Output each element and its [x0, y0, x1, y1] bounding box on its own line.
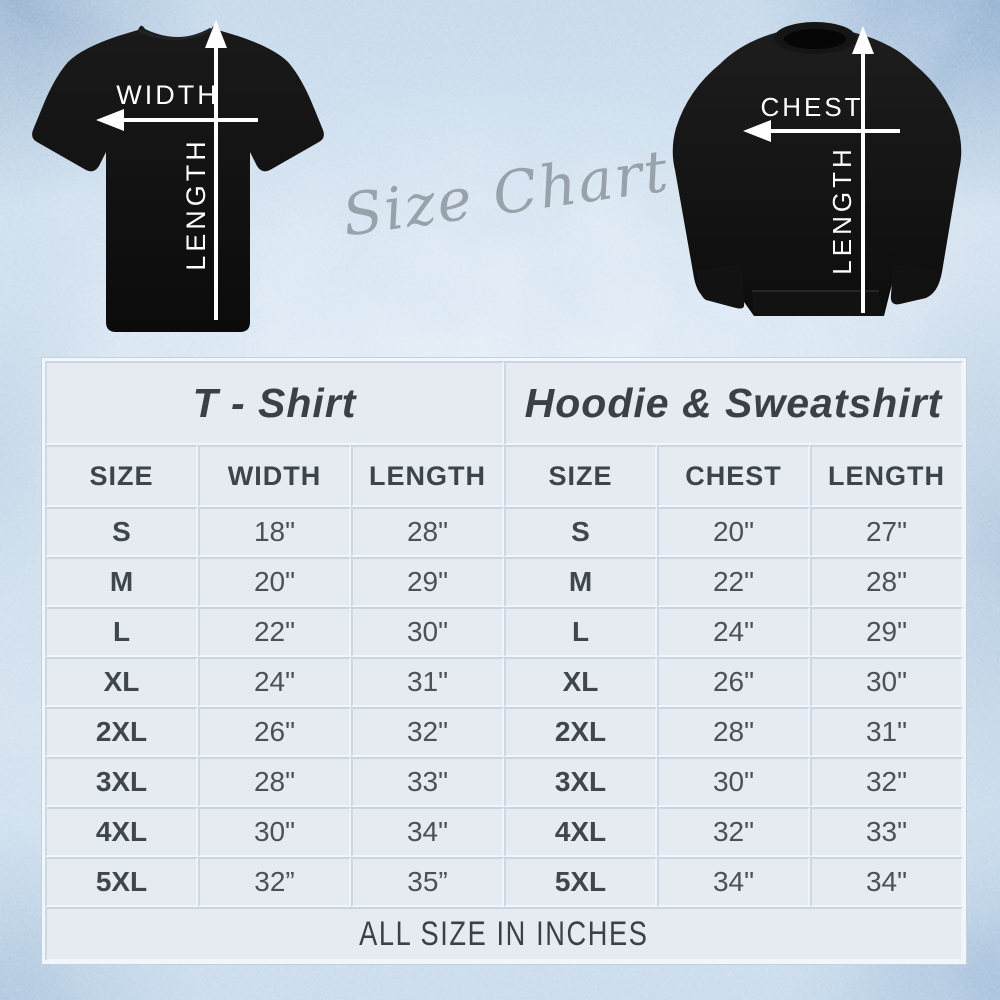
width-arrowhead — [96, 109, 124, 131]
sweatshirt-cuff-right — [890, 264, 939, 305]
sweatshirt-cuff-left — [696, 264, 745, 309]
hoodie-length-cell: 32" — [810, 757, 963, 807]
tshirt-width-cell: 30" — [198, 807, 351, 857]
sweatshirt-hem-band — [752, 290, 884, 316]
tshirt-length-cell: 29" — [351, 557, 504, 607]
hoodie-chest-cell: 28" — [657, 707, 810, 757]
tshirt-width-cell: 28" — [198, 757, 351, 807]
tshirt-width-cell: 26" — [198, 707, 351, 757]
hoodie-size-cell: M — [504, 557, 657, 607]
chest-arrowhead — [743, 120, 771, 142]
hoodie-section-header: Hoodie & Sweatshirt — [504, 361, 963, 445]
tshirt-silhouette — [32, 25, 324, 332]
tshirt-col-width: WIDTH — [198, 445, 351, 507]
hoodie-size-cell: 5XL — [504, 857, 657, 907]
tshirt-length-cell: 35” — [351, 857, 504, 907]
hoodie-length-cell: 30" — [810, 657, 963, 707]
hoodie-chest-cell: 32" — [657, 807, 810, 857]
hoodie-size-cell: 4XL — [504, 807, 657, 857]
tshirt-section-header: T - Shirt — [45, 361, 504, 445]
tshirt-size-cell: 5XL — [45, 857, 198, 907]
hoodie-size-cell: S — [504, 507, 657, 557]
tshirt-width-cell: 22" — [198, 607, 351, 657]
length-arrowhead — [852, 26, 874, 54]
tshirt-size-cell: 2XL — [45, 707, 198, 757]
tshirt-width-cell: 18" — [198, 507, 351, 557]
hoodie-chest-cell: 34" — [657, 857, 810, 907]
hoodie-col-chest: CHEST — [657, 445, 810, 507]
tshirt-size-cell: 4XL — [45, 807, 198, 857]
tshirt-length-cell: 28" — [351, 507, 504, 557]
hoodie-chest-cell: 22" — [657, 557, 810, 607]
hoodie-size-cell: XL — [504, 657, 657, 707]
hoodie-length-cell: 28" — [810, 557, 963, 607]
tshirt-size-cell: S — [45, 507, 198, 557]
tshirt-length-cell: 34" — [351, 807, 504, 857]
width-label: WIDTH — [116, 80, 219, 110]
hoodie-length-cell: 33" — [810, 807, 963, 857]
hoodie-length-cell: 31" — [810, 707, 963, 757]
hoodie-size-cell: 3XL — [504, 757, 657, 807]
hoodie-length-cell: 27" — [810, 507, 963, 557]
hoodie-chest-cell: 20" — [657, 507, 810, 557]
size-table: T - Shirt Hoodie & Sweatshirt SIZE WIDTH… — [41, 357, 967, 965]
hoodie-col-size: SIZE — [504, 445, 657, 507]
tshirt-size-cell: M — [45, 557, 198, 607]
tshirt-width-cell: 20" — [198, 557, 351, 607]
tshirt-figure: WIDTH LENGTH — [32, 20, 324, 332]
tshirt-col-length: LENGTH — [351, 445, 504, 507]
hoodie-size-cell: L — [504, 607, 657, 657]
length-label: LENGTH — [181, 137, 211, 271]
footer-note: ALL SIZE IN INCHES — [45, 907, 963, 961]
hoodie-size-cell: 2XL — [504, 707, 657, 757]
tshirt-width-cell: 24" — [198, 657, 351, 707]
tshirt-size-cell: L — [45, 607, 198, 657]
hoodie-chest-cell: 26" — [657, 657, 810, 707]
sweatshirt-figure: CHEST LENGTH — [672, 22, 962, 316]
tshirt-size-cell: 3XL — [45, 757, 198, 807]
tshirt-size-cell: XL — [45, 657, 198, 707]
tshirt-width-cell: 32” — [198, 857, 351, 907]
chest-label: CHEST — [760, 92, 863, 122]
hoodie-chest-cell: 30" — [657, 757, 810, 807]
length-label: LENGTH — [827, 145, 857, 274]
sweatshirt-silhouette — [672, 32, 962, 316]
tshirt-collar — [137, 27, 212, 41]
sweatshirt-collar-opening — [784, 29, 846, 49]
hoodie-length-cell: 29" — [810, 607, 963, 657]
tshirt-length-cell: 30" — [351, 607, 504, 657]
tshirt-length-cell: 33" — [351, 757, 504, 807]
length-arrowhead — [205, 20, 227, 48]
hoodie-chest-cell: 24" — [657, 607, 810, 657]
tshirt-length-cell: 32" — [351, 707, 504, 757]
footer-note-text: ALL SIZE IN INCHES — [359, 914, 649, 953]
tshirt-length-cell: 31" — [351, 657, 504, 707]
tshirt-col-size: SIZE — [45, 445, 198, 507]
hoodie-col-length: LENGTH — [810, 445, 963, 507]
hoodie-length-cell: 34" — [810, 857, 963, 907]
